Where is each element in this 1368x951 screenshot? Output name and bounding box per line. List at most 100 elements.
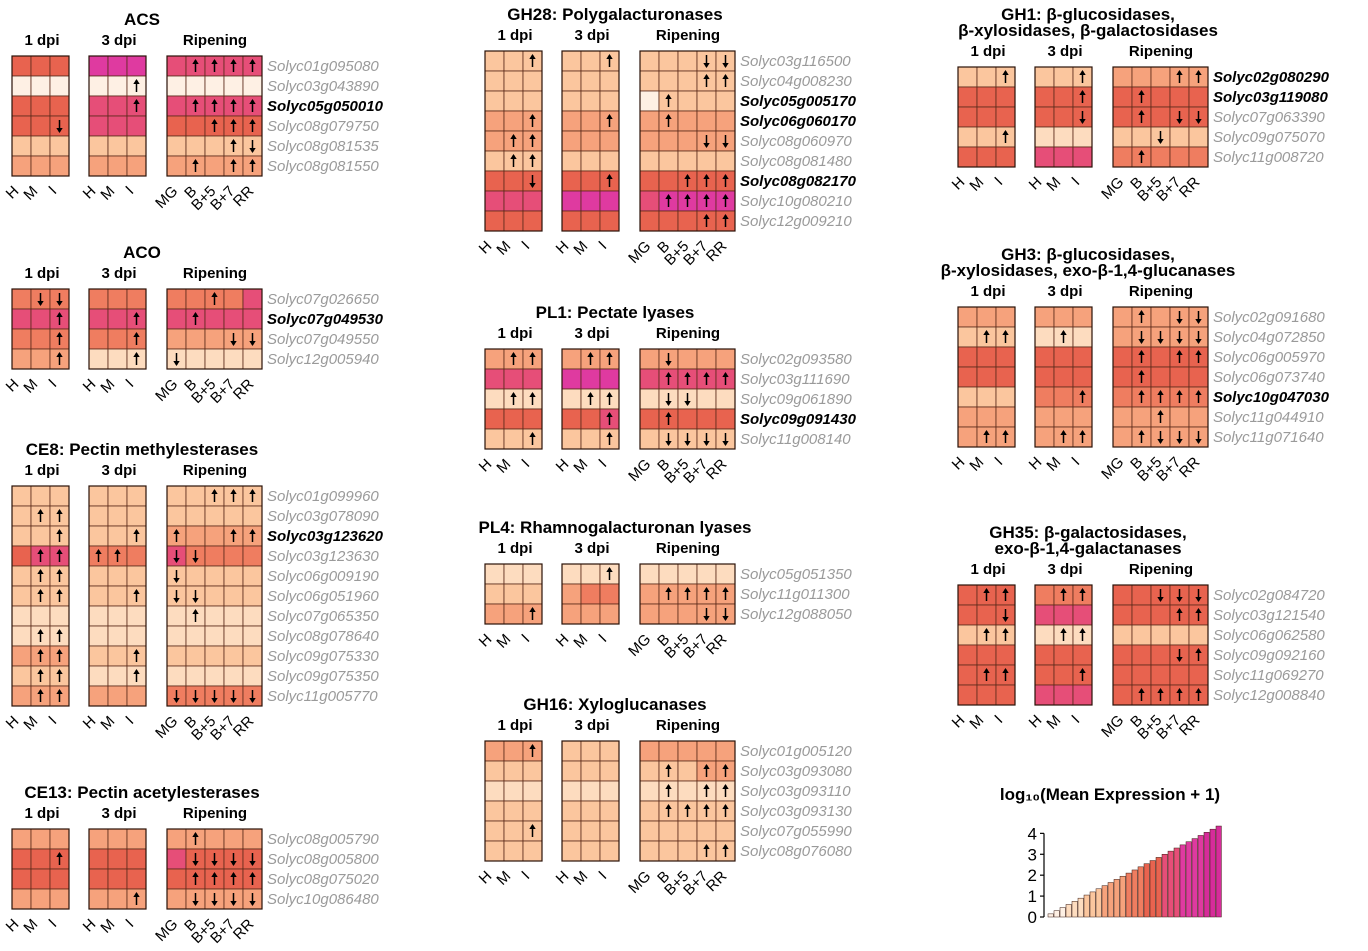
- heatmap-cell: [1150, 146, 1171, 168]
- group-header-1dpi: 1 dpi: [24, 805, 59, 822]
- group-header-3dpi: 3 dpi: [1047, 283, 1082, 300]
- arrow-down-icon-head: [722, 616, 729, 621]
- heatmap-cell: [1072, 146, 1093, 168]
- arrow-up-icon-head: [703, 174, 710, 179]
- heatmap-cell: [166, 868, 187, 890]
- arrow-up-icon-head: [703, 764, 710, 769]
- heatmap-cell: [957, 624, 978, 646]
- heatmap-cell: [126, 55, 147, 77]
- heatmap-cell: [204, 565, 225, 587]
- heatmap-cell: [1150, 604, 1171, 626]
- heatmap-cell: [204, 605, 225, 627]
- gene-label: Solyc07g026650: [267, 291, 379, 308]
- heatmap-cell: [1034, 624, 1055, 646]
- legend-bar: [1161, 854, 1168, 918]
- arrow-down-icon-head: [173, 698, 180, 703]
- gene-label: Solyc01g095080: [267, 58, 379, 75]
- heatmap-cell: [126, 115, 147, 137]
- arrow-up-icon-head: [1079, 628, 1086, 633]
- group-outline: [88, 55, 147, 177]
- heatmap-cell: [1034, 66, 1055, 88]
- legend-bar: [1089, 891, 1096, 918]
- heatmap-cell: [88, 505, 109, 527]
- heatmap-cell: [166, 625, 187, 647]
- tick-label: I: [991, 712, 1006, 727]
- heatmap-cell: [677, 408, 698, 430]
- heatmap-cell: [126, 505, 147, 527]
- heatmap-cell: [503, 90, 524, 112]
- arrow-up-icon-head: [529, 432, 536, 437]
- legend-bar: [1095, 888, 1102, 918]
- heatmap-cell: [107, 685, 128, 707]
- heatmap-cell: [484, 428, 505, 450]
- tick-label: MG: [152, 183, 181, 212]
- arrow-down-icon-head: [665, 401, 672, 406]
- panel-title: ACO: [123, 243, 161, 262]
- arrow-up-icon-head: [1002, 430, 1009, 435]
- heatmap-cell: [88, 485, 109, 507]
- heatmap-cell: [995, 386, 1016, 408]
- heatmap-cell: [957, 604, 978, 626]
- heatmap-cell: [1034, 644, 1055, 666]
- arrow-down-icon-head: [230, 901, 237, 906]
- arrow-up-icon-head: [133, 332, 140, 337]
- tick-label: H: [80, 376, 100, 396]
- heatmap-cell: [580, 210, 601, 232]
- gene-label: Solyc11g008140: [740, 431, 851, 448]
- gene-label: Solyc11g005770: [267, 688, 378, 705]
- heatmap-cell: [484, 150, 505, 172]
- arrow-up-icon-head: [1002, 628, 1009, 633]
- arrow-down-icon-head: [173, 361, 180, 366]
- arrow-up-icon-head: [56, 312, 63, 317]
- heatmap-cell: [957, 66, 978, 88]
- heatmap-cell: [1112, 406, 1133, 428]
- arrow-up-icon-head: [192, 872, 199, 877]
- gene-label: Solyc06g062580: [1213, 627, 1325, 644]
- arrow-up-icon-head: [249, 529, 256, 534]
- heatmap-cell: [957, 306, 978, 328]
- tick-label: I: [595, 868, 610, 883]
- heatmap-cell: [49, 95, 70, 117]
- heatmap-cell: [1150, 366, 1171, 388]
- arrow-up-icon-head: [1002, 668, 1009, 673]
- heatmap-cell: [49, 55, 70, 77]
- heatmap-cell: [88, 565, 109, 587]
- arrow-down-icon-head: [1157, 597, 1164, 602]
- heatmap-cell: [677, 50, 698, 72]
- heatmap-panel-8: GH1: β-glucosidases,β-xylosidases, β-gal…: [949, 5, 1330, 205]
- heatmap-cell: [677, 348, 698, 370]
- heatmap-panel-0: ACS 1 dpi 3 dpi Ripening Solyc01g095080 Solyc…: [3, 10, 384, 214]
- gene-label: Solyc08g081535: [267, 138, 379, 155]
- heatmap-cell: [185, 115, 206, 137]
- arrow-up-icon-head: [1060, 588, 1067, 593]
- heatmap-cell: [1053, 346, 1074, 368]
- heatmap-cell: [107, 645, 128, 667]
- heatmap-cell: [639, 428, 660, 450]
- tick-label: M: [1043, 712, 1064, 733]
- arrow-up-icon-head: [665, 194, 672, 199]
- heatmap-cell: [696, 408, 717, 430]
- heatmap-cell: [696, 740, 717, 762]
- heatmap-cell: [11, 828, 32, 850]
- arrow-down-icon-head: [1176, 119, 1183, 124]
- arrow-down-icon-head: [1195, 119, 1202, 124]
- panel-title: exo-β-1,4-galactanases: [994, 539, 1181, 558]
- heatmap-cell: [242, 308, 263, 330]
- heatmap-cell: [185, 625, 206, 647]
- tick-label: H: [476, 868, 496, 888]
- heatmap-cell: [1150, 306, 1171, 328]
- arrow-up-icon-head: [1079, 668, 1086, 673]
- gene-label: Solyc02g080290: [1213, 69, 1330, 86]
- heatmap-cell: [484, 70, 505, 92]
- heatmap-cell: [677, 603, 698, 625]
- heatmap-cell: [715, 150, 736, 172]
- heatmap-cell: [88, 665, 109, 687]
- heatmap-cell: [185, 645, 206, 667]
- heatmap-cell: [696, 348, 717, 370]
- gene-label: Solyc03g078090: [267, 508, 379, 525]
- group-header-3dpi: 3 dpi: [574, 325, 609, 342]
- heatmap-cell: [88, 645, 109, 667]
- heatmap-cell: [1112, 684, 1133, 706]
- heatmap-cell: [976, 366, 997, 388]
- heatmap-cell: [126, 545, 147, 567]
